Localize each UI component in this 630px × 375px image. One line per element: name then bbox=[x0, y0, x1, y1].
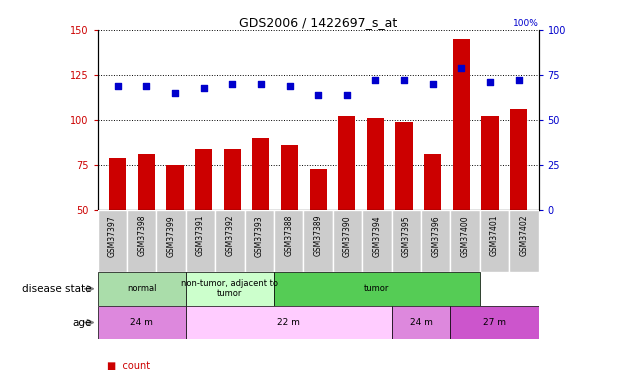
Bar bbox=[333, 210, 362, 272]
Bar bbox=[453, 39, 470, 210]
Bar bbox=[186, 306, 392, 339]
Bar bbox=[424, 154, 441, 210]
Point bbox=[485, 79, 495, 85]
Bar bbox=[186, 210, 215, 272]
Bar bbox=[362, 210, 392, 272]
Text: GSM37394: GSM37394 bbox=[372, 215, 381, 256]
Text: GSM37401: GSM37401 bbox=[490, 215, 499, 256]
Point bbox=[256, 81, 266, 87]
Text: age: age bbox=[72, 318, 91, 327]
Text: GSM37397: GSM37397 bbox=[108, 215, 117, 256]
Text: 27 m: 27 m bbox=[483, 318, 506, 327]
Text: disease state: disease state bbox=[22, 284, 91, 294]
Bar bbox=[244, 210, 274, 272]
Bar bbox=[252, 138, 270, 210]
Text: normal: normal bbox=[127, 284, 156, 293]
Text: 24 m: 24 m bbox=[130, 318, 153, 327]
Text: ■  count: ■ count bbox=[107, 361, 150, 370]
Text: tumor: tumor bbox=[364, 284, 389, 293]
Bar bbox=[127, 210, 156, 272]
Bar bbox=[98, 306, 186, 339]
Bar bbox=[166, 165, 183, 210]
Point bbox=[141, 83, 151, 89]
Bar bbox=[156, 210, 186, 272]
Text: GSM37396: GSM37396 bbox=[432, 215, 440, 256]
Bar bbox=[396, 122, 413, 210]
Bar bbox=[109, 158, 126, 210]
Bar bbox=[195, 149, 212, 210]
Bar bbox=[98, 272, 186, 306]
Bar bbox=[274, 210, 304, 272]
Point bbox=[113, 83, 123, 89]
Point bbox=[370, 77, 381, 83]
Point bbox=[456, 65, 466, 71]
Bar bbox=[215, 210, 244, 272]
Text: GSM37388: GSM37388 bbox=[284, 215, 293, 256]
Point bbox=[428, 81, 438, 87]
Text: GSM37399: GSM37399 bbox=[167, 215, 176, 256]
Text: GSM37392: GSM37392 bbox=[226, 215, 234, 256]
Bar bbox=[367, 118, 384, 210]
Text: 22 m: 22 m bbox=[277, 318, 300, 327]
Text: GSM37390: GSM37390 bbox=[343, 215, 352, 256]
Bar bbox=[281, 145, 298, 210]
Bar bbox=[274, 272, 480, 306]
Bar bbox=[480, 210, 509, 272]
Text: GSM37398: GSM37398 bbox=[137, 215, 146, 256]
Bar bbox=[392, 306, 450, 339]
Point bbox=[341, 92, 352, 98]
Bar bbox=[509, 210, 539, 272]
Bar bbox=[138, 154, 155, 210]
Bar bbox=[309, 169, 327, 210]
Text: 24 m: 24 m bbox=[410, 318, 432, 327]
Text: GSM37402: GSM37402 bbox=[520, 215, 529, 256]
Point bbox=[399, 77, 409, 83]
Title: GDS2006 / 1422697_s_at: GDS2006 / 1422697_s_at bbox=[239, 16, 398, 29]
Bar bbox=[98, 210, 127, 272]
Point bbox=[170, 90, 180, 96]
Bar bbox=[392, 210, 421, 272]
Bar bbox=[481, 116, 498, 210]
Bar bbox=[450, 210, 480, 272]
Bar bbox=[338, 116, 355, 210]
Point bbox=[198, 85, 209, 91]
Point bbox=[285, 83, 295, 89]
Bar bbox=[304, 210, 333, 272]
Point bbox=[227, 81, 238, 87]
Text: 100%: 100% bbox=[513, 19, 539, 28]
Bar bbox=[186, 272, 274, 306]
Text: GSM37389: GSM37389 bbox=[314, 215, 323, 256]
Point bbox=[313, 92, 323, 98]
Text: GSM37393: GSM37393 bbox=[255, 215, 264, 256]
Bar bbox=[450, 306, 539, 339]
Text: GSM37395: GSM37395 bbox=[402, 215, 411, 256]
Text: GSM37391: GSM37391 bbox=[196, 215, 205, 256]
Bar bbox=[510, 109, 527, 210]
Text: non-tumor, adjacent to
tumor: non-tumor, adjacent to tumor bbox=[181, 279, 278, 298]
Bar bbox=[421, 210, 450, 272]
Text: GSM37400: GSM37400 bbox=[461, 215, 469, 256]
Point bbox=[513, 77, 524, 83]
Bar bbox=[224, 149, 241, 210]
